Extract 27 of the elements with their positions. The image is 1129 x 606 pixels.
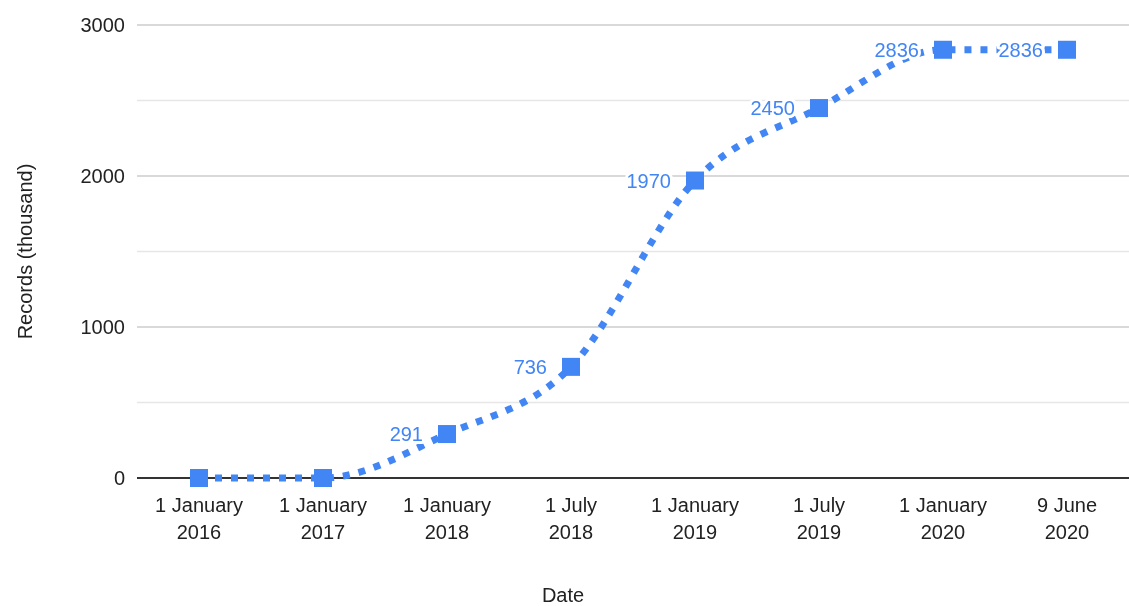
x-tick-label: 1 January 2017 [279,494,367,543]
data-label: 2836 [874,38,919,61]
point [190,469,208,487]
x-tick-label: 1 January 2020 [899,494,987,543]
x-tick-label: 1 January 2019 [651,494,739,543]
x-axis-title: Date [541,584,585,606]
point [438,425,456,444]
data-label: 291 [389,423,423,446]
data-label: 2450 [750,97,795,120]
point [810,99,828,118]
point [562,357,580,376]
point [314,469,332,487]
y-tick-label: 0 [113,467,125,489]
y-tick-label: 1000 [80,316,125,338]
y-tick-label: 2000 [80,165,125,187]
x-tick-label: 9 June 2020 [1036,494,1098,543]
data-label: 736 [513,355,547,378]
x-tick-label: 1 July 2019 [792,494,846,543]
y-tick-label: 3000 [80,14,125,36]
x-tick-label: 1 January 2016 [155,494,243,543]
y-axis-title: Records (thousand) [14,163,36,340]
point [1058,40,1076,59]
data-label: 1970 [626,169,671,192]
x-tick-label: 1 July 2018 [544,494,598,543]
point [934,40,952,59]
point [686,171,704,190]
x-tick-label: 1 January 2018 [403,494,491,543]
